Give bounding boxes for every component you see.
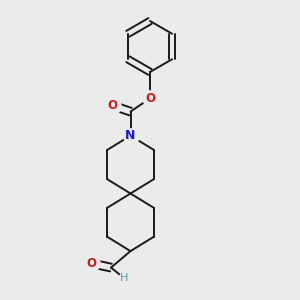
Text: O: O	[107, 99, 118, 112]
Text: O: O	[145, 92, 155, 105]
Text: N: N	[125, 129, 136, 142]
Text: H: H	[120, 273, 129, 284]
Text: O: O	[86, 257, 97, 270]
